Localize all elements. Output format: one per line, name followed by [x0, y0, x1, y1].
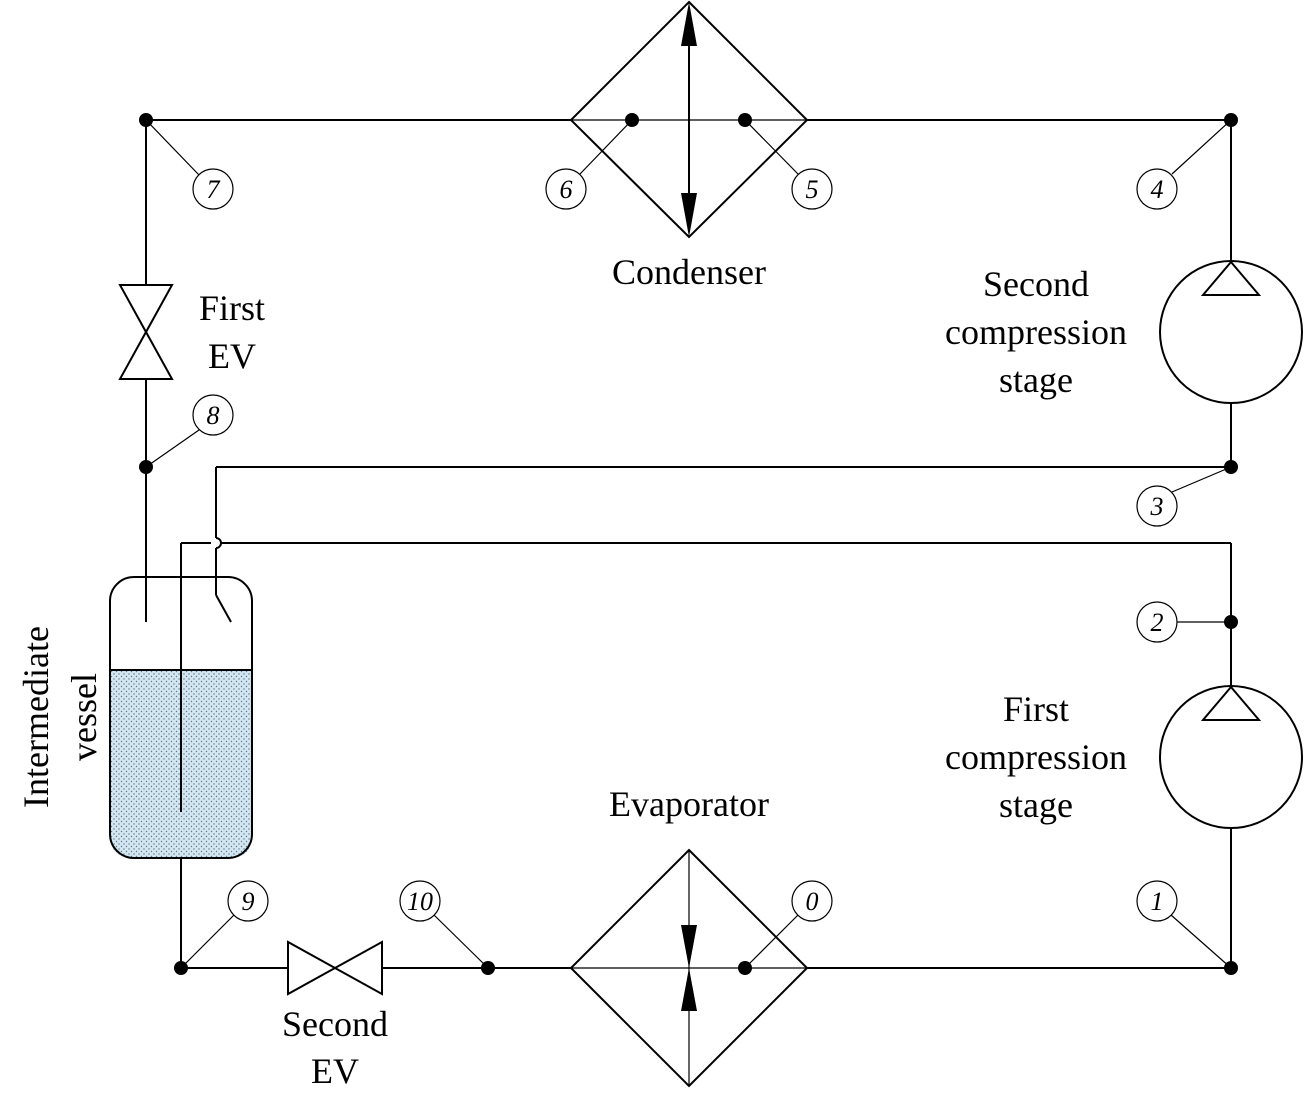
- state-point-4: 4: [1151, 175, 1164, 204]
- state-point-6: 6: [560, 175, 573, 204]
- evaporator-arrow-up-icon: [681, 968, 697, 1011]
- state-point-7: 7: [207, 175, 221, 204]
- first-ev-label-line2: EV: [208, 336, 256, 376]
- second-compression-label-line3: stage: [999, 360, 1073, 400]
- first-compression-label-line3: stage: [999, 785, 1073, 825]
- evaporator-label: Evaporator: [609, 784, 769, 824]
- condenser-label: Condenser: [612, 252, 766, 292]
- piping: [145, 119, 1232, 969]
- first-compression-label-line2: compression: [945, 737, 1127, 777]
- second-ev-label-line2: EV: [311, 1051, 359, 1091]
- second-expansion-valve: Second EV: [282, 940, 388, 1091]
- intermediate-vessel-label-line1: Intermediate: [16, 626, 56, 808]
- state-point-9: 9: [242, 887, 255, 916]
- compressor-triangle-icon: [1200, 685, 1262, 721]
- condenser: Condenser: [569, 0, 809, 292]
- condenser-arrow-up-icon: [681, 2, 697, 46]
- second-compressor: Second compression stage: [945, 260, 1303, 404]
- state-point-1: 1: [1151, 887, 1164, 916]
- evaporator: Evaporator: [569, 784, 809, 1088]
- state-point-8: 8: [207, 401, 220, 430]
- compressor-triangle-icon: [1200, 260, 1262, 296]
- intermediate-vessel-label-line2: vessel: [64, 673, 104, 761]
- state-point-2: 2: [1151, 608, 1164, 637]
- condenser-arrow-down-icon: [681, 193, 697, 237]
- state-point-5: 5: [806, 175, 819, 204]
- first-compressor: First compression stage: [945, 685, 1303, 829]
- first-compression-label-line1: First: [1003, 689, 1069, 729]
- second-compression-label-line2: compression: [945, 312, 1127, 352]
- evaporator-arrow-down-icon: [681, 925, 697, 968]
- second-ev-label-line1: Second: [282, 1004, 388, 1044]
- state-point-10: 10: [407, 887, 433, 916]
- first-ev-label-line1: First: [199, 288, 265, 328]
- second-compression-label-line1: Second: [983, 264, 1089, 304]
- state-point-0: 0: [806, 887, 819, 916]
- first-expansion-valve: First EV: [118, 284, 265, 380]
- state-point-labels: 7 6 5 4 8 3 2 1 0 10: [145, 119, 1232, 969]
- state-point-3: 3: [1150, 492, 1164, 521]
- intermediate-vessel: Intermediate vessel: [16, 576, 253, 859]
